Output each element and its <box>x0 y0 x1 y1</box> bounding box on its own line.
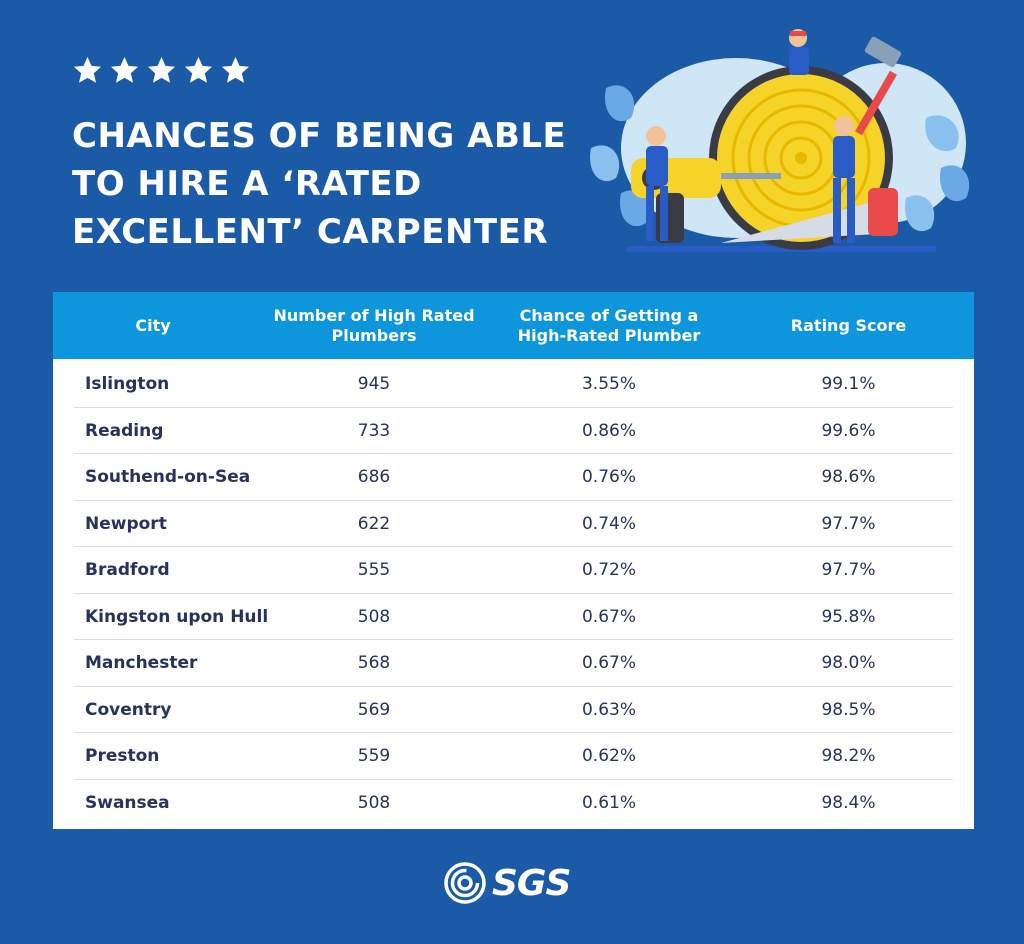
cell-city: Newport <box>85 513 167 534</box>
star-icon <box>221 56 250 83</box>
page-title: CHANCES OF BEING ABLE TO HIRE A ‘RATED E… <box>72 116 567 252</box>
cell-chance: 0.74% <box>581 513 636 534</box>
logo-text: SGS <box>492 862 571 904</box>
cell-score: 98.4% <box>821 792 876 813</box>
star-icon <box>73 56 102 83</box>
table-header: City Number of High Rated Plumbers Chanc… <box>53 292 974 359</box>
cell-chance: 0.67% <box>581 653 636 674</box>
table-body: Islington 945 3.55% 99.1% Reading 733 0.… <box>53 359 974 826</box>
cell-score: 98.0% <box>821 653 876 674</box>
cell-chance: 3.55% <box>581 374 636 395</box>
header-score: Rating Score <box>790 315 907 335</box>
cell-count: 508 <box>357 606 391 627</box>
cell-city: Southend-on-Sea <box>85 467 251 488</box>
cell-chance: 0.67% <box>581 606 636 627</box>
cell-chance: 0.86% <box>581 420 636 441</box>
cell-score: 99.1% <box>821 374 876 395</box>
cell-city: Coventry <box>85 699 172 720</box>
table-row: Preston 559 0.62% 98.2% <box>53 733 974 780</box>
cell-city: Kingston upon Hull <box>85 606 269 627</box>
cell-count: 559 <box>357 746 391 767</box>
cell-score: 97.7% <box>821 560 876 581</box>
cell-city: Preston <box>85 746 160 767</box>
cell-score: 98.2% <box>821 746 876 767</box>
star-icon <box>110 56 139 83</box>
star-icon <box>184 56 213 83</box>
cell-chance: 0.62% <box>581 746 636 767</box>
carpenter-ranking-table: City Number of High Rated Plumbers Chanc… <box>53 292 974 829</box>
cell-score: 95.8% <box>821 606 876 627</box>
cell-count: 733 <box>357 420 391 441</box>
cell-city: Swansea <box>85 792 170 813</box>
cell-city: Manchester <box>85 653 198 674</box>
table-row: Manchester 568 0.67% 98.0% <box>53 640 974 687</box>
table-row: Islington 945 3.55% 99.1% <box>53 361 974 408</box>
header-count: Number of High Rated Plumbers <box>273 305 475 345</box>
table-row: Bradford 555 0.72% 97.7% <box>53 547 974 594</box>
table-row: Newport 622 0.74% 97.7% <box>53 501 974 548</box>
rating-stars <box>72 55 251 86</box>
cell-count: 686 <box>357 467 391 488</box>
table-row: Swansea 508 0.61% 98.4% <box>53 780 974 827</box>
cell-city: Islington <box>85 374 170 395</box>
cell-score: 98.5% <box>821 699 876 720</box>
cell-count: 945 <box>357 374 391 395</box>
table-row: Southend-on-Sea 686 0.76% 98.6% <box>53 454 974 501</box>
cell-city: Bradford <box>85 560 170 581</box>
cell-score: 97.7% <box>821 513 876 534</box>
cell-count: 569 <box>357 699 391 720</box>
sgs-logo: SGS <box>444 860 584 906</box>
table-row: Coventry 569 0.63% 98.5% <box>53 687 974 734</box>
star-icon <box>147 56 176 83</box>
table-row: Kingston upon Hull 508 0.67% 95.8% <box>53 594 974 641</box>
cell-score: 99.6% <box>821 420 876 441</box>
cell-chance: 0.63% <box>581 699 636 720</box>
cell-city: Reading <box>85 420 164 441</box>
cell-chance: 0.61% <box>581 792 636 813</box>
cell-chance: 0.76% <box>581 467 636 488</box>
carpenters-with-tools-illustration <box>590 29 970 252</box>
cell-count: 622 <box>357 513 391 534</box>
table-row: Reading 733 0.86% 99.6% <box>53 408 974 455</box>
cell-score: 98.6% <box>821 467 876 488</box>
cell-count: 555 <box>357 560 391 581</box>
cell-count: 508 <box>357 792 391 813</box>
header-city: City <box>135 315 171 335</box>
cell-count: 568 <box>357 653 391 674</box>
header-chance: Chance of Getting a High-Rated Plumber <box>517 305 701 345</box>
cell-chance: 0.72% <box>581 560 636 581</box>
sgs-swirl-icon <box>444 862 486 904</box>
